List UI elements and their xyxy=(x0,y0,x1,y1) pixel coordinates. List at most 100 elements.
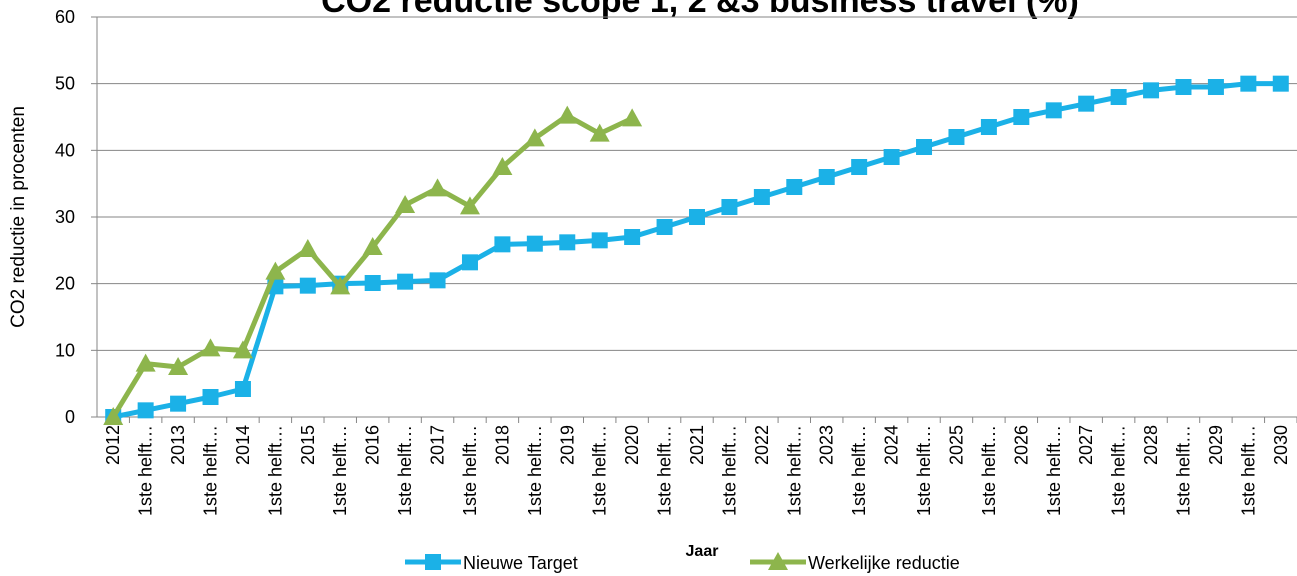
x-tick-group: 1ste helft… xyxy=(460,425,480,516)
marker xyxy=(526,235,543,252)
x-tick-group: 1ste helft… xyxy=(590,425,610,516)
x-tick-label: 1ste helft… xyxy=(330,425,350,516)
legend-item: Werkelijke reductie xyxy=(750,552,960,573)
x-tick-label: 2017 xyxy=(428,425,448,465)
x-tick-group: 1ste helft… xyxy=(849,425,869,516)
y-tick-label: 10 xyxy=(55,340,75,360)
x-tick-label: 1ste helft… xyxy=(395,425,415,516)
marker xyxy=(591,232,608,249)
x-tick-group: 1ste helft… xyxy=(136,425,156,516)
x-tick-label: 2018 xyxy=(492,425,512,465)
x-tick-group: 2017 xyxy=(428,425,448,465)
marker xyxy=(364,275,381,291)
marker xyxy=(721,199,738,215)
marker xyxy=(330,276,351,295)
marker xyxy=(883,149,900,165)
marker xyxy=(265,261,286,280)
x-tick-group: 1ste helft… xyxy=(265,425,285,516)
x-tick-group: 1ste helft… xyxy=(330,425,350,516)
marker xyxy=(362,237,383,255)
marker xyxy=(427,178,448,197)
marker xyxy=(425,554,441,570)
x-tick-group: 1ste helft… xyxy=(784,425,804,516)
x-tick-label: 1ste helft… xyxy=(525,425,545,516)
x-tick-group: 1ste helft… xyxy=(1173,425,1193,516)
y-tick-label: 40 xyxy=(55,140,75,160)
x-tick-group: 2029 xyxy=(1206,425,1226,465)
x-tick-group: 2024 xyxy=(882,425,902,465)
x-tick-group: 2015 xyxy=(298,425,318,465)
marker xyxy=(135,353,156,372)
marker xyxy=(1143,82,1160,99)
x-tick-label: 1ste helft… xyxy=(655,425,675,516)
x-tick-group: 2023 xyxy=(817,425,837,465)
marker xyxy=(1110,89,1127,105)
marker xyxy=(202,389,219,405)
marker xyxy=(1240,75,1257,92)
marker xyxy=(916,139,933,155)
x-tick-label: 1ste helft… xyxy=(460,425,480,516)
marker xyxy=(622,108,643,127)
x-tick-label: 1ste helft… xyxy=(265,425,285,516)
marker xyxy=(624,229,641,245)
x-tick-label: 1ste helft… xyxy=(784,425,804,516)
marker xyxy=(557,105,578,124)
x-tick-label: 2015 xyxy=(298,425,318,465)
x-tick-group: 2020 xyxy=(622,425,642,465)
x-tick-group: 1ste helft… xyxy=(655,425,675,516)
x-tick-group: 1ste helft… xyxy=(1109,425,1129,516)
x-tick-group: 1ste helft… xyxy=(979,425,999,516)
x-tick-group: 2016 xyxy=(363,425,383,465)
x-tick-group: 2018 xyxy=(492,425,512,465)
marker xyxy=(524,128,545,147)
marker xyxy=(1013,109,1030,125)
x-tick-group: 2030 xyxy=(1271,425,1291,465)
marker xyxy=(559,234,576,251)
y-tick-label: 60 xyxy=(55,7,75,27)
x-tick-group: 1ste helft… xyxy=(719,425,739,516)
legend-label: Nieuwe Target xyxy=(463,553,578,573)
legend-item: Nieuwe Target xyxy=(405,553,578,573)
x-tick-label: 2026 xyxy=(1011,425,1031,465)
x-tick-label: 2029 xyxy=(1206,425,1226,465)
marker xyxy=(851,159,868,175)
x-axis-label: Jaar xyxy=(686,543,719,560)
marker xyxy=(1078,95,1095,112)
x-tick-label: 1ste helft… xyxy=(979,425,999,516)
x-tick-group: 2027 xyxy=(1076,425,1096,465)
marker xyxy=(1272,75,1289,92)
x-tick-label: 2021 xyxy=(687,425,707,465)
x-tick-label: 2019 xyxy=(557,425,577,465)
x-tick-group: 1ste helft… xyxy=(395,425,415,516)
marker xyxy=(768,552,788,570)
y-tick-label: 20 xyxy=(55,274,75,294)
marker xyxy=(689,209,705,225)
x-tick-label: 2024 xyxy=(882,425,902,465)
marker xyxy=(234,381,251,397)
x-tick-label: 2028 xyxy=(1141,425,1161,465)
x-tick-label: 2014 xyxy=(233,425,253,465)
x-tick-group: 2026 xyxy=(1011,425,1031,465)
y-tick-label: 30 xyxy=(55,207,75,227)
marker xyxy=(786,179,803,195)
x-tick-label: 2027 xyxy=(1076,425,1096,465)
legend-label: Werkelijke reductie xyxy=(808,553,960,573)
marker xyxy=(1207,79,1224,95)
x-tick-label: 2023 xyxy=(817,425,837,465)
marker xyxy=(753,189,770,205)
x-tick-group: 2025 xyxy=(946,425,966,465)
x-tick-label: 2020 xyxy=(622,425,642,465)
x-tick-label: 2012 xyxy=(103,425,123,465)
x-tick-label: 2022 xyxy=(752,425,772,465)
marker xyxy=(492,157,513,175)
x-tick-group: 1ste helft… xyxy=(1238,425,1258,516)
x-tick-label: 1ste helft… xyxy=(1173,425,1193,516)
marker xyxy=(397,273,414,290)
x-tick-label: 2030 xyxy=(1271,425,1291,465)
x-tick-label: 1ste helft… xyxy=(914,425,934,516)
marker xyxy=(656,219,673,235)
x-tick-label: 1ste helft… xyxy=(590,425,610,516)
x-tick-group: 2021 xyxy=(687,425,707,465)
marker xyxy=(589,123,610,142)
